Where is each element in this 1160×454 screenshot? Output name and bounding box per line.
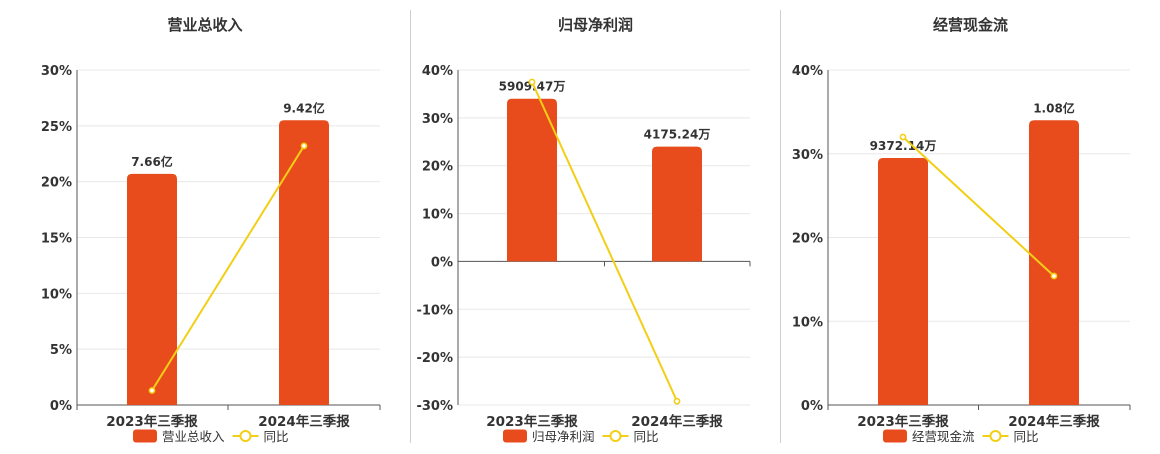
bar-value-label: 5909.47万 [499,80,566,94]
legend-label: 同比 [1014,429,1039,444]
legend-label: 归母净利润 [532,429,595,444]
y-tick-label: 25% [41,120,72,135]
y-tick-label: -10% [416,303,453,318]
x-category-label: 2023年三季报 [486,413,578,430]
chart-svg: 营业总收入 30% 25% 20% 15% 10% 5% 0% 7.66亿 9.42亿 2023年三… [41,16,381,444]
legend-label: 同比 [264,429,289,444]
bar-value-label: 9.42亿 [283,100,325,115]
chart-title: 归母净利润 [558,16,633,34]
chart-svg: 归母净利润 40% 30% 20% 10% 0% -10% -20% -30% 5909.47万 4… [416,16,751,444]
legend-swatch-marker [239,430,252,442]
y-tick-label: 10% [41,287,72,302]
yoy-point [673,397,681,405]
y-tick-label: 20% [792,232,823,247]
legend-label: 营业总收入 [162,429,225,444]
y-tick-label: 40% [422,64,453,79]
bar [878,157,928,405]
yoy-point [300,142,308,150]
y-tick-label: 15% [41,232,72,247]
divider [410,10,411,443]
chart-cash-flow: 经营现金流 40% 30% 20% 10% 0% 9372.14万 1.08亿 2023年三季报… [781,0,1160,450]
yoy-point [148,387,156,394]
x-category-label: 2023年三季报 [106,413,198,430]
yoy-point [1050,272,1058,280]
chart-revenue: 营业总收入 30% 25% 20% 15% 10% 5% 0% 7.66亿 9.42亿 2023年三… [0,0,410,450]
legend-swatch-bar [133,429,157,443]
chart-svg: 经营现金流 40% 30% 20% 10% 0% 9372.14万 1.08亿 2023年三季报… [792,16,1131,444]
y-tick-label: 20% [41,176,72,191]
x-category-label: 2024年三季报 [1008,413,1100,430]
y-tick-label: 40% [792,64,823,79]
bar-value-label: 1.08亿 [1033,100,1075,115]
y-tick-label: 0% [50,399,72,414]
bar [507,98,557,262]
y-tick-label: 20% [422,160,453,175]
bar [652,146,702,262]
x-category-label: 2024年三季报 [258,413,350,430]
bar-value-label: 7.66亿 [131,154,173,169]
y-tick-label: 5% [50,343,72,358]
bar-value-label: 9372.14万 [870,139,937,153]
yoy-line [151,145,305,392]
y-tick-label: 30% [41,64,72,79]
bar [127,173,177,405]
legend-label: 同比 [634,429,659,444]
legend-swatch-bar [883,429,907,443]
y-tick-label: 30% [422,112,453,127]
y-tick-label: 0% [801,399,823,414]
yoy-point [899,133,907,141]
legend-swatch-marker [609,430,622,442]
yoy-point [528,78,536,86]
legend-label: 经营现金流 [912,429,975,444]
y-tick-label: 0% [431,255,453,270]
yoy-line [531,81,678,402]
y-tick-label: -20% [416,351,453,366]
y-tick-label: 10% [422,208,453,223]
y-tick-label: -30% [416,399,453,414]
bar [1029,120,1079,405]
yoy-line [902,136,1055,277]
y-tick-label: 30% [792,148,823,163]
y-tick-label: 10% [792,315,823,330]
divider [780,10,781,443]
bar [279,120,329,405]
x-category-label: 2024年三季报 [631,413,723,430]
chart-title: 营业总收入 [167,16,242,34]
chart-net-profit: 归母净利润 40% 30% 20% 10% 0% -10% -20% -30% 5909.47万 4… [411,0,780,450]
legend-swatch-bar [503,429,527,443]
bar-value-label: 4175.24万 [644,128,711,142]
chart-title: 经营现金流 [933,16,1008,34]
x-category-label: 2023年三季报 [857,413,949,430]
legend-swatch-marker [989,430,1002,442]
